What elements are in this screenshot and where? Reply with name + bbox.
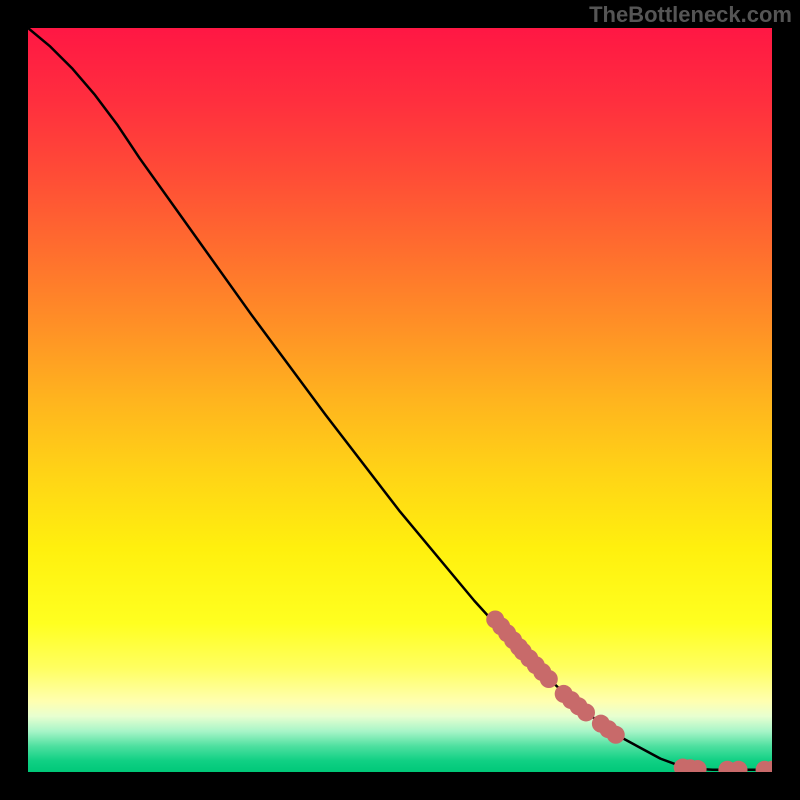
marker-group [486,610,772,772]
curve-layer [28,28,772,772]
plot-area [28,28,772,772]
bottleneck-curve [28,28,772,770]
watermark: TheBottleneck.com [589,2,792,28]
marker-dot [540,670,558,688]
marker-dot [577,703,595,721]
marker-dot [607,726,625,744]
